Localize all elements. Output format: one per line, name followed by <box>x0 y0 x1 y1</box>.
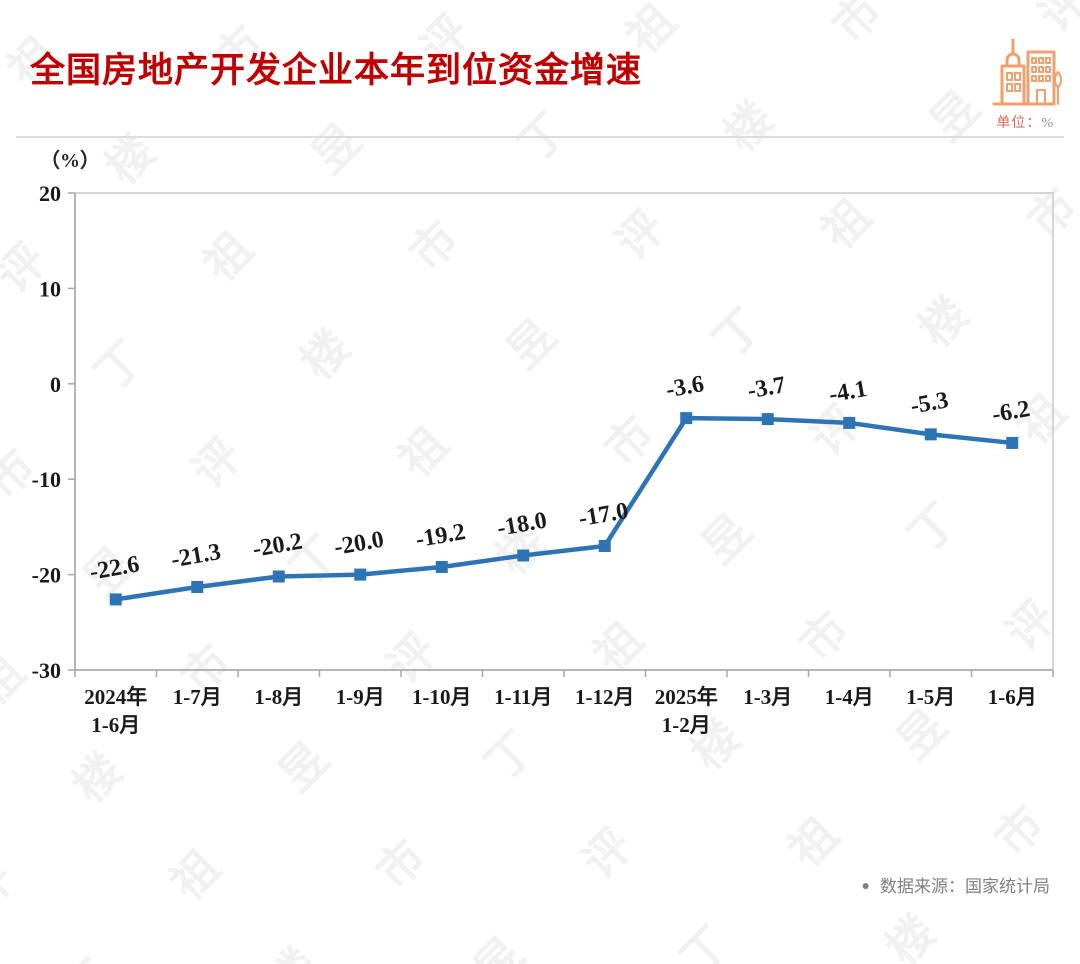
unit-label: 单位：% <box>996 112 1054 132</box>
data-point-label: -3.7 <box>746 372 788 404</box>
data-point-label: -6.2 <box>990 396 1032 428</box>
header-divider <box>16 136 1064 138</box>
y-axis-unit-label: （%） <box>40 150 100 172</box>
data-point-marker <box>924 428 937 441</box>
x-axis-label: 2024年 1-6月 <box>84 685 147 737</box>
data-point-marker <box>598 539 611 552</box>
x-axis-label: 1-8月 <box>254 685 303 709</box>
source-note: ● 数据来源：国家统计局 <box>862 872 1050 897</box>
data-point-label: -20.2 <box>251 528 305 562</box>
data-point-label: -22.6 <box>88 551 142 585</box>
x-axis-label: 1-4月 <box>825 685 874 709</box>
data-point-marker <box>272 570 285 583</box>
data-point-marker <box>1006 436 1019 449</box>
buildings-icon <box>992 38 1062 106</box>
data-point-marker <box>843 416 856 429</box>
x-axis-label: 1-11月 <box>494 685 552 709</box>
trend-line <box>113 415 1015 602</box>
x-axis-label: 1-5月 <box>906 685 955 709</box>
y-axis-label: -30 <box>32 658 61 683</box>
data-point-marker <box>435 560 448 573</box>
data-point-label: -20.0 <box>332 527 386 561</box>
data-point-label: -4.1 <box>827 376 869 408</box>
x-axis-label: 1-7月 <box>173 685 222 709</box>
y-axis-label: -10 <box>32 467 61 492</box>
x-axis-label: 1-10月 <box>412 685 472 709</box>
unit-label-value: % <box>1041 116 1054 131</box>
data-point-marker <box>517 549 530 562</box>
data-point-label: -18.0 <box>495 507 549 541</box>
data-point-marker <box>761 413 774 426</box>
y-axis-label: 10 <box>39 276 61 301</box>
x-axis-label: 1-6月 <box>988 685 1037 709</box>
source-bullet-icon: ● <box>861 876 870 893</box>
y-axis-label: 20 <box>39 181 61 206</box>
y-axis-label: -20 <box>32 563 61 588</box>
data-point-label: -17.0 <box>577 498 631 532</box>
page-title: 全国房地产开发企业本年到位资金增速 <box>30 51 643 90</box>
data-point-marker <box>109 593 122 606</box>
y-axis-label: 0 <box>50 372 61 397</box>
data-point-label: -21.3 <box>169 539 223 573</box>
data-point-label: -19.2 <box>414 519 468 553</box>
data-point-marker <box>354 568 367 581</box>
data-point-label: -3.6 <box>664 371 706 403</box>
data-point-marker <box>680 412 693 425</box>
x-axis-label: 1-3月 <box>743 685 792 709</box>
x-axis-label: 1-12月 <box>575 685 635 709</box>
x-axis-label: 1-9月 <box>336 685 385 709</box>
data-point-marker <box>191 581 204 594</box>
source-text: 数据来源：国家统计局 <box>880 877 1050 896</box>
data-point-label: -5.3 <box>909 387 951 419</box>
unit-label-prefix: 单位： <box>996 116 1042 131</box>
x-axis-label: 2025年 1-2月 <box>655 685 718 737</box>
